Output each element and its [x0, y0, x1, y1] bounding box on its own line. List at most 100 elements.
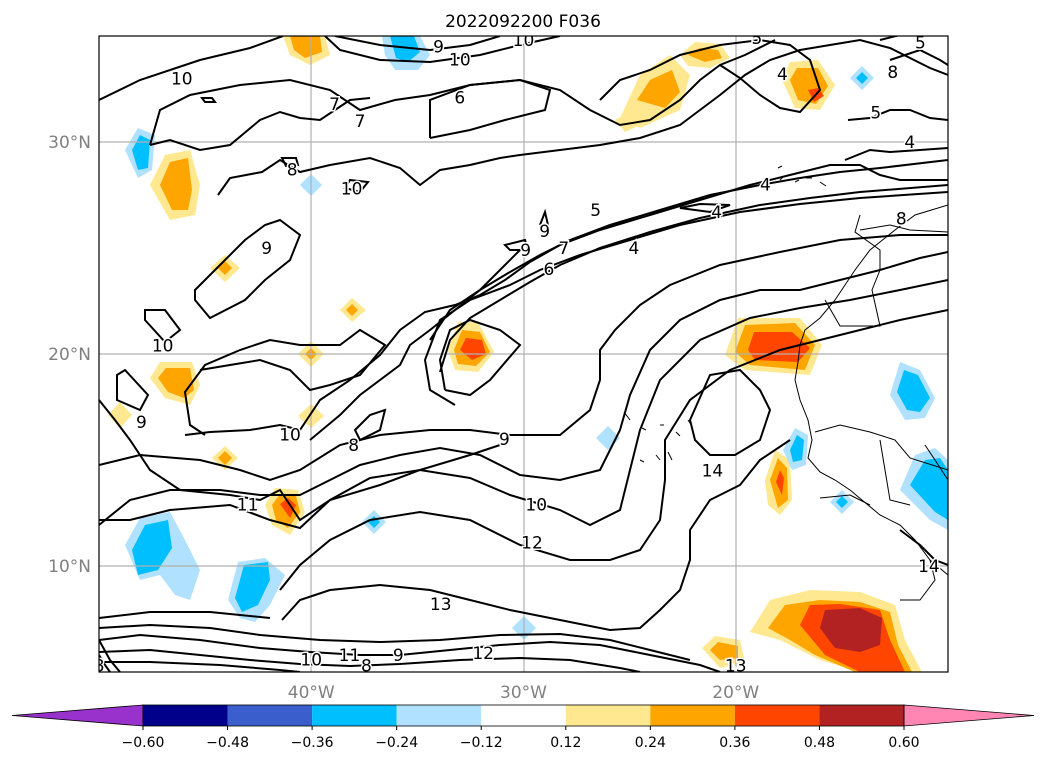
contour-label: 5 [870, 103, 881, 123]
contour-5-inner [438, 318, 522, 397]
warm-anomaly-s-mid [710, 642, 738, 660]
warm-anomaly-small-5-mid [218, 451, 232, 465]
contour-9-full [99, 234, 948, 482]
cool-anomaly-small-6-mid [836, 496, 848, 508]
colorbar-box [819, 705, 904, 726]
contour-8-w [149, 97, 371, 152]
colorbar-tick-label: −0.24 [375, 735, 418, 751]
colorbar: −0.60 −0.48 −0.36 −0.24 −0.12 0.12 0.24 0.36 0.4… [11, 704, 1035, 751]
contour-label: 6 [454, 88, 465, 108]
contour-label: 7 [558, 239, 569, 259]
contour-label: 10 [513, 31, 535, 51]
africa-inland-border-7 [859, 224, 948, 233]
contour-10-north [324, 36, 561, 64]
contour-4-east [599, 38, 822, 114]
contour-label: 5 [752, 29, 763, 49]
africa-inland-border-5 [900, 559, 936, 601]
map-frame [98, 35, 949, 673]
contour-e-top [879, 36, 948, 66]
contour-10-top [99, 36, 284, 101]
contour-small-4 [539, 208, 549, 226]
contour-9-north [334, 36, 501, 52]
x-tick-label: 30°W [500, 683, 547, 703]
x-axis: 40°W 30°W 20°W [288, 683, 760, 703]
cape-verde-islands [623, 411, 693, 463]
cool-anomaly-top-mid [390, 36, 420, 62]
contour-11-south [99, 661, 301, 672]
cool-anomaly-sw1-mid [132, 520, 172, 575]
contour-8-mid [184, 164, 948, 436]
contour-label: 10 [152, 337, 174, 357]
contour-label: 9 [539, 222, 550, 242]
contour-label: 5 [590, 201, 601, 221]
contour-small-3 [503, 238, 530, 251]
colorbar-box [734, 705, 820, 726]
contour-west-lower [99, 639, 121, 672]
colorbar-box [396, 705, 482, 726]
contour-12-south [99, 623, 691, 661]
cool-anomaly-e3-mid [790, 435, 804, 462]
contour-label: 5 [915, 33, 926, 53]
contour-label: 12 [472, 644, 494, 664]
contour-13-full [281, 439, 791, 632]
cool-anomaly-small-4-mid [856, 72, 868, 84]
warm-anomaly-w3-inner [280, 498, 296, 518]
warm-anomaly-small-6 [108, 402, 132, 428]
contour-label: 11 [237, 496, 259, 516]
cool-anomaly-sw2-mid [235, 562, 270, 612]
contour-label: 9 [433, 38, 444, 58]
colorbar-tick-label: −0.12 [460, 735, 503, 751]
contour-label: 8 [887, 63, 898, 83]
warm-anomaly-top-mid [290, 36, 322, 58]
africa-inland-border-4 [819, 494, 871, 506]
x-tick-label: 20°W [712, 683, 759, 703]
colorbar-box [565, 705, 651, 726]
colorbar-tick-label: 0.36 [719, 735, 750, 751]
contour-label: 4 [760, 175, 771, 195]
contour-label: 10 [279, 426, 301, 446]
x-tick-label: 40°W [288, 683, 335, 703]
contour-label: 7 [329, 95, 340, 115]
contour-10-w [183, 328, 387, 436]
contour-10-south [99, 648, 641, 672]
contour-label: 4 [628, 239, 639, 259]
contour-label: 8 [361, 657, 372, 677]
contour-12-full [279, 309, 948, 591]
contour-label: 14 [702, 462, 724, 482]
contour-label: 10 [525, 496, 547, 516]
warm-anomaly-e1-inner [776, 470, 784, 495]
contour-small-7 [353, 408, 387, 442]
warm-anomaly-ne1-mid [637, 70, 680, 108]
contour-label: 6 [544, 260, 555, 280]
contour-label: 10 [171, 69, 193, 89]
contour-label: 10 [341, 180, 363, 200]
contour-label: 9 [520, 241, 531, 261]
contour-lines [99, 36, 948, 672]
contour-small-2 [280, 157, 300, 168]
contour-label: 4 [904, 133, 915, 153]
cool-anomaly-e1-mid [897, 370, 930, 412]
colorbar-outline [142, 704, 905, 727]
cool-anomaly-e2-mid [910, 458, 948, 520]
contour-c [144, 309, 182, 344]
contour-label: 8 [896, 209, 907, 229]
contour-label: 4 [777, 65, 788, 85]
colorbar-tick-label: 0.60 [888, 735, 919, 751]
y-tick-label: 20°N [48, 345, 91, 365]
colorbar-tick-label: −0.36 [291, 735, 334, 751]
contour-14-closed [688, 368, 772, 456]
africa-inland-border-6 [924, 444, 948, 481]
contour-b [194, 218, 302, 320]
colorbar-tick-label: −0.60 [122, 735, 165, 751]
africa-inland-border-1 [824, 214, 881, 327]
contour-label: 7 [355, 112, 366, 132]
colorbar-box [143, 705, 228, 726]
colorbar-tick-label: 0.12 [550, 735, 581, 751]
contour-4-east-b [844, 147, 948, 161]
contour-13-south [99, 611, 271, 619]
contour-9-ct [309, 249, 521, 441]
contour-label: 10 [300, 650, 322, 670]
y-tick-label: 30°N [48, 133, 91, 153]
